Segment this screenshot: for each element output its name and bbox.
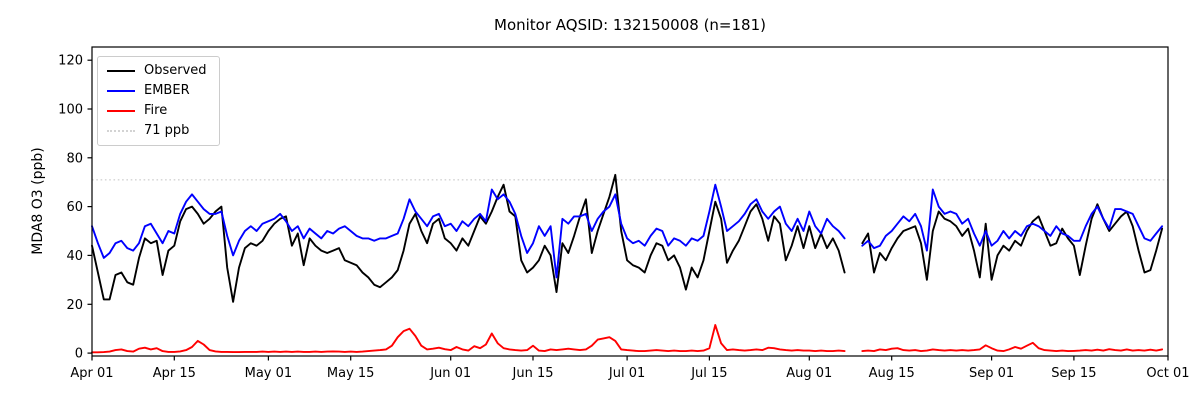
legend-line-sample	[107, 110, 135, 112]
x-tick-label: Oct 01	[1146, 366, 1189, 381]
x-tick-label: May 15	[327, 366, 375, 381]
ember-line	[91, 183, 1164, 279]
y-axis-label: MDA8 O3 (ppb)	[30, 147, 46, 255]
x-tick-label: Sep 15	[1051, 366, 1096, 381]
y-tick-label: 40	[66, 249, 83, 264]
y-tick-label: 100	[58, 103, 83, 118]
y-tick-label: 120	[58, 54, 83, 69]
y-tick-label: 20	[66, 298, 83, 313]
legend: Observed EMBER Fire 71 ppb	[97, 56, 220, 146]
legend-line-sample	[107, 70, 135, 72]
legend-item-71-ppb: 71 ppb	[107, 124, 207, 138]
x-tick-label: Jun 15	[512, 366, 554, 381]
x-tick-label: Jun 01	[429, 366, 471, 381]
observed-line	[91, 173, 1164, 303]
y-tick-label: 60	[66, 200, 83, 215]
axes-frame	[91, 46, 1169, 357]
x-tick-label: Sep 01	[969, 366, 1014, 381]
legend-label: EMBER	[144, 83, 190, 98]
x-tick-label: Jul 15	[690, 366, 727, 381]
x-tick-label: Jul 01	[608, 366, 645, 381]
chart-title: Monitor AQSID: 132150008 (n=181)	[494, 16, 766, 34]
legend-label: Observed	[144, 63, 207, 78]
fire-line	[91, 324, 1164, 354]
y-tick-label: 80	[66, 151, 83, 166]
legend-item-ember: EMBER	[107, 84, 207, 98]
legend-label: 71 ppb	[144, 123, 190, 138]
legend-line-sample	[107, 90, 135, 92]
legend-item-observed: Observed	[107, 64, 207, 78]
legend-label: Fire	[144, 103, 168, 118]
x-tick-label: Apr 15	[153, 366, 196, 381]
legend-line-sample	[107, 130, 135, 132]
legend-item-fire: Fire	[107, 104, 207, 118]
y-tick-label: 0	[75, 347, 83, 362]
x-tick-label: Apr 01	[70, 366, 113, 381]
x-tick-label: Aug 01	[786, 366, 832, 381]
x-tick-label: May 01	[245, 366, 293, 381]
x-tick-label: Aug 15	[869, 366, 915, 381]
